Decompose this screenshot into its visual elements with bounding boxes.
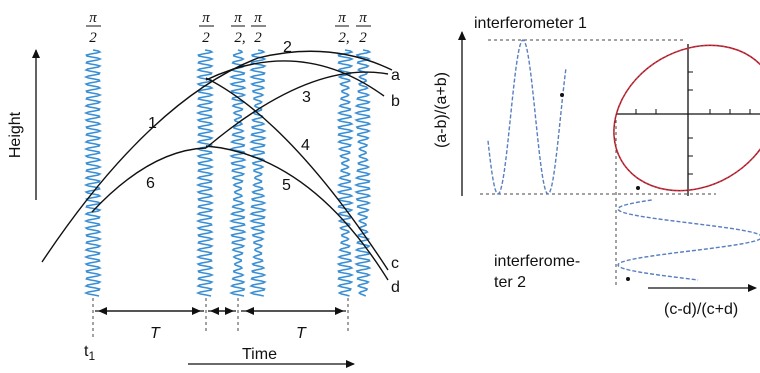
interferometer-2-label-line1: interferome- (494, 253, 580, 270)
t1-label: t1 (84, 343, 95, 363)
port-label-b: b (391, 93, 400, 110)
right-panel: interferometer 1 (a-b)/(a+b) interferome… (433, 15, 760, 318)
pulse-wave-2 (195, 49, 215, 297)
t1-base: t (84, 343, 89, 360)
path-number-4: 4 (301, 137, 310, 154)
fringe-2-endpoint (626, 277, 630, 281)
pulse-wave-6 (353, 49, 372, 297)
pulse-label-6-top: π (359, 10, 367, 26)
trajectory-path-4 (205, 77, 389, 271)
pulse-label-3-top: π (234, 10, 242, 26)
port-label-d: d (391, 279, 400, 296)
left-panel: π 2 π 2 π 2, π 2 π 2, π 2 (7, 10, 400, 368)
cd-ratio-axis-label: (c-d)/(c+d) (664, 301, 738, 318)
pulse-label-2-top: π (202, 10, 210, 26)
axis-ticks (635, 71, 751, 175)
ellipse-curve (613, 44, 760, 192)
interferometer-1-label: interferometer 1 (474, 15, 587, 32)
interferometer-2-fringe (617, 199, 760, 281)
pulse-label-1-bottom: 2 (89, 30, 97, 46)
pulse-label-1-top: π (89, 10, 97, 26)
path-number-6: 6 (146, 175, 155, 192)
pulse-wave-3 (228, 49, 247, 297)
interval-label-T-1: T (150, 325, 161, 342)
laser-pulse-waves (83, 49, 372, 297)
pulse-label-5: π 2, (335, 10, 350, 46)
pulse-label-2: π 2 (199, 10, 214, 46)
pulse-label-5-bottom: 2, (338, 30, 349, 46)
pulse-label-6-bottom: 2 (359, 30, 367, 46)
lissajous-ellipse (613, 44, 760, 192)
ellipse-data-points (613, 45, 760, 191)
ellipse-point (636, 186, 640, 190)
path-number-1: 1 (148, 115, 157, 132)
time-axis-label: Time (242, 346, 277, 363)
interval-dashes (92, 298, 349, 338)
fringe-1-endpoint (560, 93, 564, 97)
pulse-label-4: π 2 (251, 10, 266, 46)
pulse-label-3-bottom: 2, (234, 30, 245, 46)
t1-subscript: 1 (88, 349, 95, 363)
path-number-2: 2 (283, 39, 292, 56)
port-label-a: a (391, 67, 400, 84)
trajectory-path-3 (205, 71, 389, 149)
interval-label-T-2: T (296, 325, 307, 342)
height-axis-label: Height (7, 111, 24, 158)
pulse-label-3: π 2, (231, 10, 246, 46)
trajectory-path-2 (205, 60, 385, 97)
path-number-3: 3 (302, 89, 311, 106)
pulse-wave-1 (83, 49, 103, 297)
ab-ratio-axis-label: (a-b)/(a+b) (433, 72, 450, 148)
pulse-wave-5 (336, 49, 355, 297)
interferometer-1-fringe (487, 39, 567, 195)
port-label-c: c (391, 255, 399, 272)
path-number-5: 5 (282, 177, 291, 194)
pulse-label-5-top: π (338, 10, 346, 26)
trajectory-path-5 (205, 145, 389, 281)
pulse-label-4-bottom: 2 (254, 30, 262, 46)
pulse-label-6: π 2 (356, 10, 371, 46)
interferometer-2-label-line2: ter 2 (494, 274, 526, 291)
pulse-label-2-bottom: 2 (202, 30, 210, 46)
trajectory-path-6 (91, 147, 207, 213)
pulse-label-1: π 2 (86, 10, 101, 46)
pulse-wave-4 (249, 49, 267, 297)
pulse-label-4-top: π (254, 10, 262, 26)
